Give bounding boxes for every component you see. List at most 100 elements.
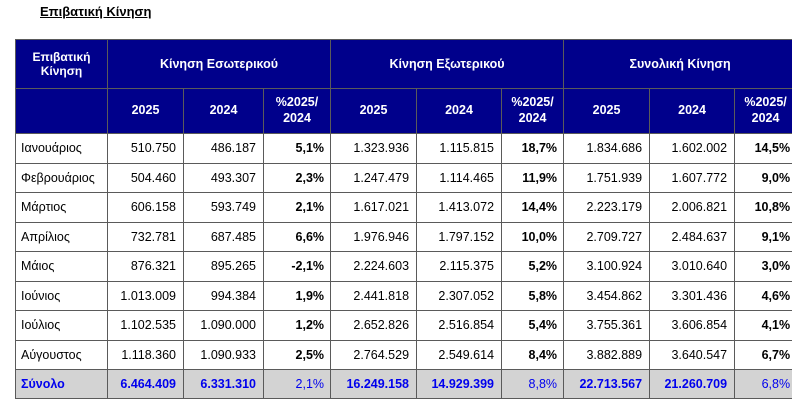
- value-cell: 2.224.603: [330, 251, 418, 282]
- pct-cell: 5,8%: [501, 280, 565, 311]
- month-cell: Μάρτιος: [15, 192, 108, 223]
- subheader-year-2025: 2025: [563, 88, 651, 134]
- value-cell: 3.301.436: [649, 280, 736, 311]
- value-cell: 3.010.640: [649, 251, 736, 282]
- value-cell: 1.751.939: [563, 162, 651, 193]
- value-cell: 1.602.002: [649, 133, 736, 164]
- value-cell: 6.331.310: [183, 369, 264, 399]
- value-cell: 1.323.936: [330, 133, 418, 164]
- table-row: Μάιος 876.321 895.265 -2,1% 2.224.603 2.115.3…: [15, 251, 792, 282]
- value-cell: 2.549.614: [416, 339, 503, 370]
- value-cell: 493.307: [183, 162, 264, 193]
- value-cell: 3.606.854: [649, 310, 736, 341]
- pct-cell: 6,6%: [262, 221, 332, 252]
- value-cell: 1.102.535: [107, 310, 184, 341]
- pct-cell: 5,4%: [501, 310, 565, 341]
- value-cell: 606.158: [107, 192, 184, 223]
- table-row: Φεβρουάριος 504.460 493.307 2,3% 1.247.479 1.…: [15, 162, 792, 193]
- value-cell: 2.764.529: [330, 339, 418, 370]
- value-cell: 22.713.567: [563, 369, 651, 399]
- month-cell: Μάιος: [15, 251, 108, 282]
- pct-cell: 1,9%: [262, 280, 332, 311]
- value-cell: 1.090.933: [183, 339, 264, 370]
- value-cell: 1.090.000: [183, 310, 264, 341]
- value-cell: 2.441.818: [330, 280, 418, 311]
- header-international: Κίνηση Εξωτερικού: [330, 39, 565, 89]
- value-cell: 3.454.862: [563, 280, 651, 311]
- value-cell: 3.640.547: [649, 339, 736, 370]
- subheader-pct-change: %2025/ 2024: [501, 88, 565, 134]
- header-corner: Επιβατική Κίνηση: [15, 39, 108, 89]
- subheader-year-2025: 2025: [107, 88, 184, 134]
- value-cell: 1.013.009: [107, 280, 184, 311]
- table-row: Αύγουστος 1.118.360 1.090.933 2,5% 2.764.529…: [15, 339, 792, 370]
- pct-cell: 10,0%: [501, 221, 565, 252]
- header-domestic: Κίνηση Εσωτερικού: [106, 39, 332, 89]
- pct-cell: 9,1%: [734, 221, 792, 252]
- month-cell: Αύγουστος: [15, 339, 108, 370]
- value-cell: 2.709.727: [563, 221, 651, 252]
- value-cell: 510.750: [107, 133, 184, 164]
- pct-cell: 9,0%: [734, 162, 792, 193]
- value-cell: 486.187: [183, 133, 264, 164]
- value-cell: 1.617.021: [330, 192, 418, 223]
- month-cell: Ιούνιος: [15, 280, 108, 311]
- value-cell: 895.265: [183, 251, 264, 282]
- pct-cell: 4,6%: [734, 280, 792, 311]
- passenger-traffic-table: Επιβατική Κίνηση Κίνηση Εσωτερικού Κίνησ…: [15, 39, 792, 399]
- value-cell: 732.781: [107, 221, 184, 252]
- pct-cell: -2,1%: [262, 251, 332, 282]
- value-cell: 876.321: [107, 251, 184, 282]
- pct-cell: 14,4%: [501, 192, 565, 223]
- pct-cell: 6,7%: [734, 339, 792, 370]
- value-cell: 3.100.924: [563, 251, 651, 282]
- value-cell: 2.652.826: [330, 310, 418, 341]
- value-cell: 504.460: [107, 162, 184, 193]
- value-cell: 1.114.465: [416, 162, 503, 193]
- subheader-pct-change: %2025/ 2024: [734, 88, 792, 134]
- value-cell: 3.882.889: [563, 339, 651, 370]
- pct-cell: 2,5%: [262, 339, 332, 370]
- value-cell: 593.749: [183, 192, 264, 223]
- value-cell: 3.755.361: [563, 310, 651, 341]
- value-cell: 2.115.375: [416, 251, 503, 282]
- total-label: Σύνολο: [15, 369, 108, 399]
- pct-cell: 11,9%: [501, 162, 565, 193]
- pct-cell: 14,5%: [734, 133, 792, 164]
- value-cell: 1.607.772: [649, 162, 736, 193]
- subheader-year-2024: 2024: [649, 88, 736, 134]
- value-cell: 1.413.072: [416, 192, 503, 223]
- value-cell: 2.516.854: [416, 310, 503, 341]
- value-cell: 16.249.158: [330, 369, 418, 399]
- value-cell: 6.464.409: [107, 369, 184, 399]
- pct-cell: 2,1%: [262, 192, 332, 223]
- pct-cell: 3,0%: [734, 251, 792, 282]
- table-row: Ιανουάριος 510.750 486.187 5,1% 1.323.936 1.1…: [15, 133, 792, 164]
- value-cell: 1.976.946: [330, 221, 418, 252]
- value-cell: 687.485: [183, 221, 264, 252]
- pct-cell: 2,3%: [262, 162, 332, 193]
- pct-cell: 6,8%: [734, 369, 792, 399]
- value-cell: 1.115.815: [416, 133, 503, 164]
- pct-cell: 2,1%: [262, 369, 332, 399]
- header-total: Συνολική Κίνηση: [563, 39, 792, 89]
- table-row: Ιούνιος 1.013.009 994.384 1,9% 2.441.818 2.30…: [15, 280, 792, 311]
- value-cell: 994.384: [183, 280, 264, 311]
- table-row: Ιούλιος 1.102.535 1.090.000 1,2% 2.652.826 2.…: [15, 310, 792, 341]
- value-cell: 2.223.179: [563, 192, 651, 223]
- subheader-pct-change: %2025/ 2024: [262, 88, 332, 134]
- value-cell: 1.118.360: [107, 339, 184, 370]
- table-row: Απρίλιος 732.781 687.485 6,6% 1.976.946 1.797…: [15, 221, 792, 252]
- value-cell: 2.307.052: [416, 280, 503, 311]
- subheader-year-2024: 2024: [416, 88, 503, 134]
- pct-cell: 8,4%: [501, 339, 565, 370]
- pct-cell: 5,1%: [262, 133, 332, 164]
- subheader-year-2024: 2024: [183, 88, 264, 134]
- pct-cell: 18,7%: [501, 133, 565, 164]
- value-cell: 1.797.152: [416, 221, 503, 252]
- value-cell: 14.929.399: [416, 369, 503, 399]
- value-cell: 2.006.821: [649, 192, 736, 223]
- total-row: Σύνολο 6.464.409 6.331.310 2,1% 16.249.158 14…: [15, 369, 792, 399]
- value-cell: 1.834.686: [563, 133, 651, 164]
- table-row: Μάρτιος 606.158 593.749 2,1% 1.617.021 1.413.…: [15, 192, 792, 223]
